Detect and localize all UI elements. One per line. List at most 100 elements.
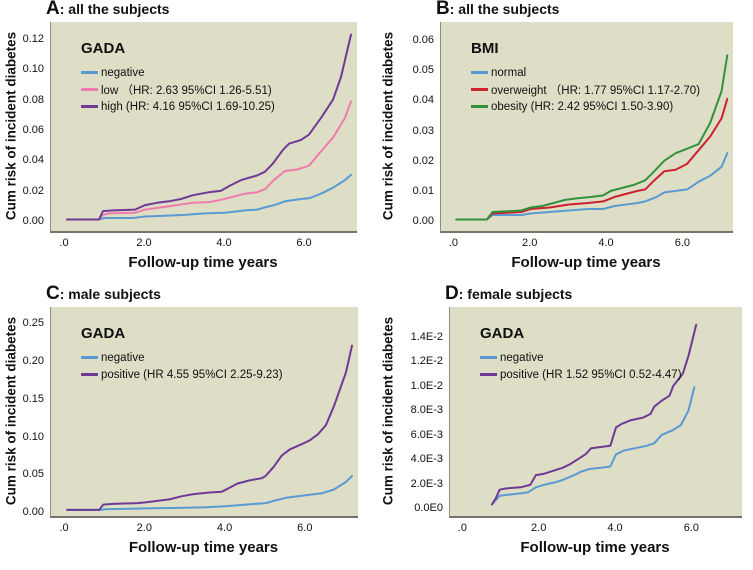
y-tick-label: 0.02 (412, 154, 434, 167)
x-axis-ticks: .0 2.0 4.0 6.0 (440, 236, 732, 250)
chart-canvas (66, 344, 353, 511)
x-tick-label: .0 (457, 522, 467, 534)
line-swatch-icon (471, 88, 488, 91)
y-tick-label: 0.03 (412, 124, 434, 137)
legend-item: overweight （HR: 1.77 95%CI 1.17-2.70) (471, 81, 700, 98)
x-tick-label: .0 (448, 237, 458, 249)
x-axis-label: Follow-up time years (511, 254, 661, 271)
x-axis-ticks: .0 2.0 4.0 6.0 (449, 521, 741, 535)
x-tick-label: .0 (59, 522, 69, 534)
legend-title: GADA (81, 325, 126, 342)
legend-item: positive (HR 1.52 95%CI 0.52-4.47) (480, 366, 682, 383)
panel-title-text: : male subjects (59, 286, 161, 302)
series-line-positive (491, 323, 698, 506)
y-tick-label: 8.0E-3 (410, 404, 443, 417)
legend: BMI normal overweight （HR: 1.77 95%CI 1.… (471, 40, 700, 115)
line-swatch-icon (81, 373, 98, 376)
panel-title: B: all the subjects (436, 0, 559, 19)
line-swatch-icon (81, 88, 98, 91)
legend-item-label: high (HR: 4.16 95%CI 1.69-10.25) (101, 100, 275, 113)
legend-item-label: positive (HR 1.52 95%CI 0.52-4.47) (500, 368, 682, 381)
line-swatch-icon (471, 71, 488, 74)
x-tick-label: 6.0 (297, 522, 313, 534)
plot-area: GADA negative positive (HR 1.52 95%CI 0.… (449, 307, 742, 518)
legend-item-label: positive (HR 4.55 95%CI 2.25-9.23) (101, 368, 283, 381)
series-line-high (66, 33, 352, 221)
x-tick-label: 2.0 (136, 522, 152, 534)
plot-area: GADA negative positive (HR 4.55 95%CI 2.… (50, 307, 358, 518)
y-tick-label: 0.10 (22, 63, 44, 76)
line-swatch-icon (480, 356, 497, 359)
y-tick-label: 1.4E-2 (410, 331, 443, 344)
panel-b: B: all the subjects Cum risk of incident… (377, 0, 753, 285)
x-tick-label: 4.0 (598, 237, 614, 249)
y-tick-label: 0.01 (412, 184, 434, 197)
line-swatch-icon (81, 71, 98, 74)
legend-item-label: normal (491, 66, 527, 79)
series-line-low (66, 100, 352, 221)
x-tick-label: 4.0 (607, 522, 623, 534)
y-tick-label: 0.25 (22, 317, 44, 330)
x-tick-label: 6.0 (683, 522, 700, 534)
y-tick-label: 0.00 (22, 214, 44, 227)
line-swatch-icon (81, 356, 98, 359)
legend-item: low （HR: 2.63 95%CI 1.26-5.51) (81, 81, 275, 98)
series-line-normal (455, 152, 729, 221)
y-tick-label: 2.0E-3 (410, 477, 443, 490)
panel-title-text: : all the subjects (59, 1, 170, 17)
x-axis-label: Follow-up time years (128, 539, 279, 556)
legend-item: positive (HR 4.55 95%CI 2.25-9.23) (81, 366, 283, 383)
y-tick-label: 1.2E-2 (410, 355, 443, 368)
series-line-obesity (455, 54, 729, 221)
legend: GADA negative low （HR: 2.63 95%CI 1.26-5… (81, 40, 275, 115)
legend-item-label: overweight （HR: 1.77 95%CI 1.17-2.70) (491, 84, 701, 97)
chart-canvas (66, 33, 352, 221)
legend-item-label: negative (101, 66, 145, 79)
plot-area: BMI normal overweight （HR: 1.77 95%CI 1.… (440, 22, 733, 233)
legend-item-label: low （HR: 2.63 95%CI 1.26-5.51) (101, 84, 272, 97)
legend-item-label: negative (101, 351, 145, 364)
y-tick-label: 0.04 (412, 94, 434, 107)
legend-item: negative (480, 349, 682, 366)
legend-item: normal (471, 64, 700, 81)
y-tick-label: 0.00 (412, 215, 434, 228)
y-tick-label: 0.02 (22, 184, 44, 197)
x-axis-label: Follow-up time years (128, 254, 278, 271)
x-axis-ticks: .0 2.0 4.0 6.0 (50, 236, 356, 250)
line-swatch-icon (480, 373, 497, 376)
line-swatch-icon (81, 105, 98, 108)
panel-c: C: male subjects Cum risk of incident di… (0, 283, 376, 570)
x-axis-label: Follow-up time years (520, 539, 670, 556)
legend-item: negative (81, 349, 283, 366)
x-tick-label: 2.0 (136, 237, 152, 249)
series-line-overweight (455, 97, 729, 221)
panel-d: D: female subjects Cum risk of incident … (377, 284, 753, 570)
y-axis-ticks: 0.00 0.01 0.02 0.03 0.04 0.05 0.06 (377, 22, 434, 231)
y-tick-label: 1.0E-2 (410, 379, 443, 392)
x-tick-label: 2.0 (531, 522, 547, 534)
chart-canvas (491, 323, 698, 506)
x-tick-label: 4.0 (216, 237, 232, 249)
legend-item-label: negative (500, 351, 544, 364)
y-tick-label: 0.05 (412, 64, 434, 77)
panel-letter: C (46, 283, 60, 304)
legend: GADA negative positive (HR 4.55 95%CI 2.… (81, 325, 283, 383)
x-tick-label: .0 (59, 237, 69, 249)
x-tick-label: 6.0 (296, 237, 312, 249)
series-line-negative (66, 173, 352, 221)
series-line-negative (491, 386, 696, 506)
y-tick-label: 0.15 (22, 392, 44, 405)
panel-letter: A (46, 0, 60, 19)
panel-letter: D (445, 283, 459, 304)
series-line-negative (66, 474, 353, 511)
y-tick-label: 0.12 (22, 33, 44, 46)
panel-title-text: : female subjects (458, 286, 573, 302)
y-tick-label: 0.0E0 (414, 502, 443, 515)
x-tick-label: 4.0 (216, 522, 233, 534)
panel-title: D: female subjects (445, 284, 572, 304)
y-tick-label: 0.06 (22, 124, 44, 137)
y-tick-label: 0.05 (22, 468, 44, 481)
panel-title: A: all the subjects (46, 0, 169, 19)
y-tick-label: 0.04 (22, 154, 44, 167)
